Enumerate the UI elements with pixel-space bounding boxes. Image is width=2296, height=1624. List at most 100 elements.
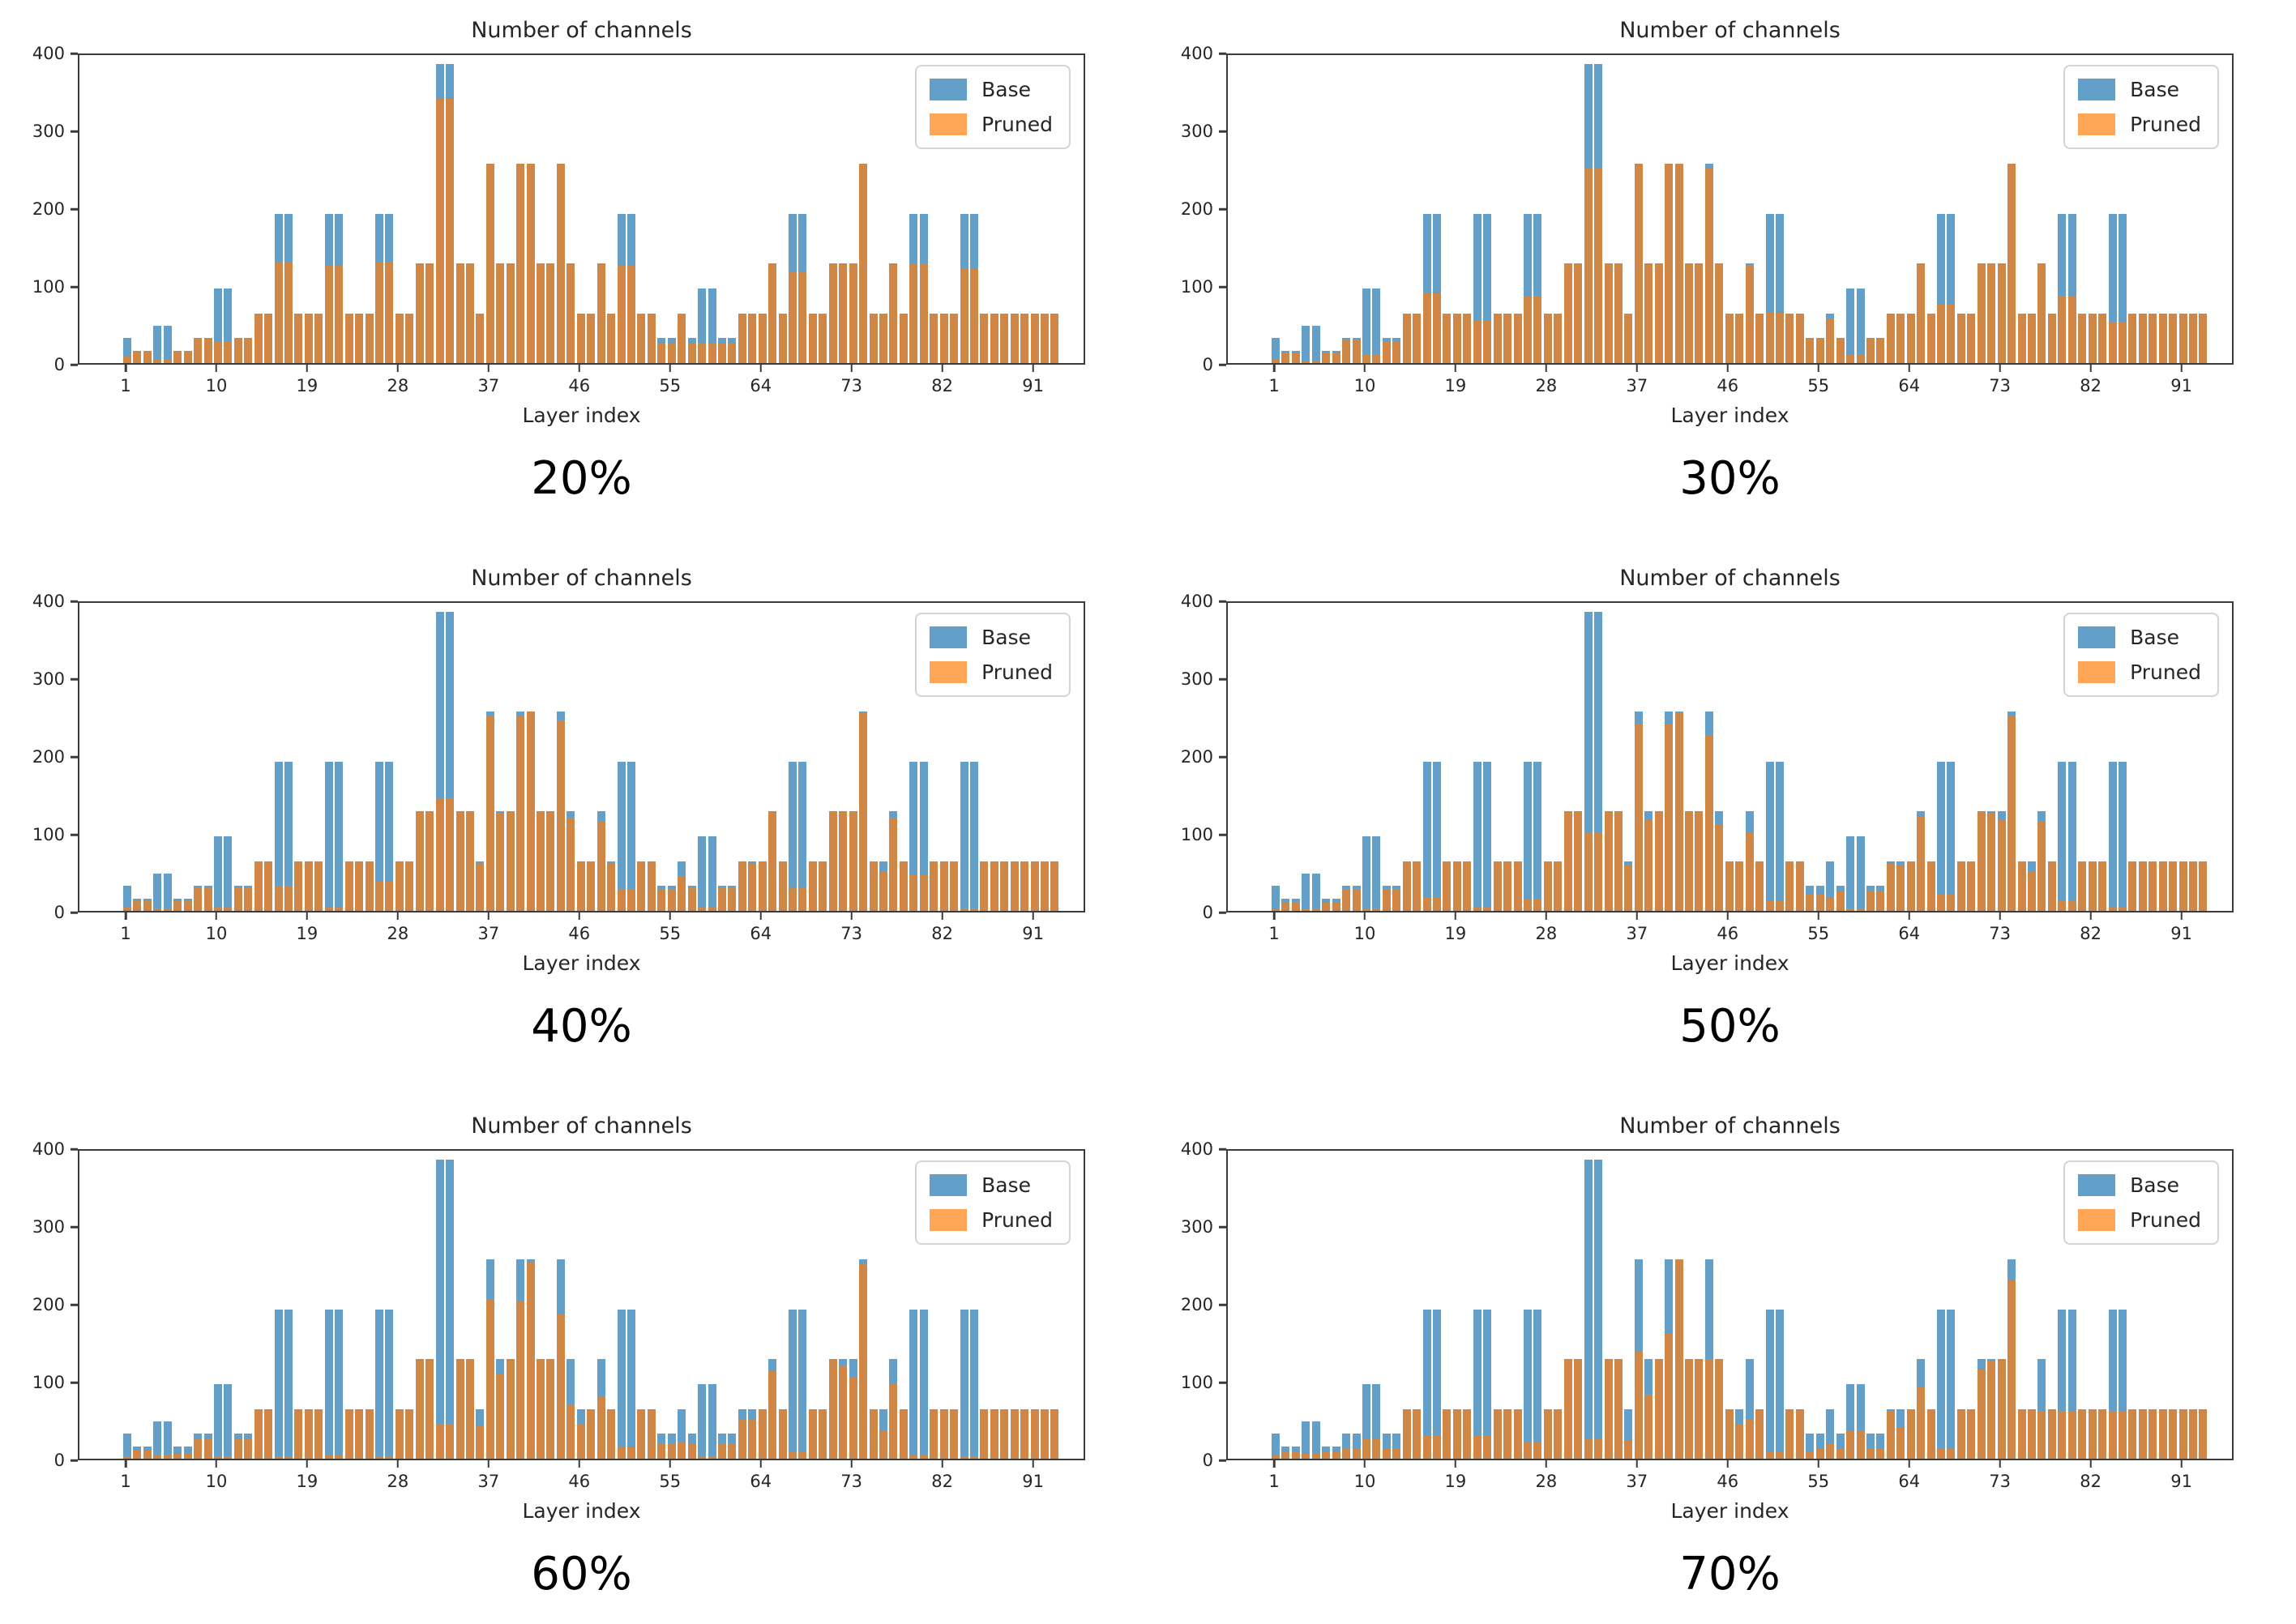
base-bar <box>153 873 162 911</box>
legend-swatch-pruned <box>2078 113 2116 135</box>
pruned-bar <box>1856 908 1865 911</box>
x-tick-mark <box>1545 365 1548 372</box>
x-tick-label: 28 <box>1535 376 1558 395</box>
pruned-bar <box>808 1408 817 1459</box>
pruned-bar <box>1041 1408 1050 1459</box>
pruned-bar <box>233 887 242 911</box>
base-bar <box>1533 213 1542 363</box>
pruned-bar <box>1977 1369 1986 1459</box>
x-tick-mark <box>1272 365 1276 372</box>
pruned-bar <box>708 907 716 911</box>
base-bar <box>1776 1309 1784 1459</box>
x-tick-label: 46 <box>1717 1472 1739 1491</box>
pruned-bar <box>1010 1408 1019 1459</box>
x-tick-label: 28 <box>387 924 409 943</box>
pruned-bar <box>1795 861 1804 911</box>
pruned-bar <box>698 1456 707 1459</box>
y-tick-mark <box>71 833 78 836</box>
pruned-bar <box>496 1374 505 1459</box>
base-bar <box>1272 1434 1280 1459</box>
pruned-bar <box>1543 861 1552 911</box>
pruned-bar <box>1272 359 1280 363</box>
pruned-bar <box>1806 893 1815 911</box>
pruned-bar <box>224 907 233 911</box>
pruned-bar <box>1020 861 1029 911</box>
legend-label: Pruned <box>981 660 1053 684</box>
x-tick-mark <box>759 912 762 920</box>
legend-swatch-base <box>2078 626 2116 648</box>
pruned-bar <box>1665 164 1674 363</box>
pruned-bar <box>1322 353 1331 363</box>
legend-label: Base <box>2130 1173 2180 1197</box>
pruned-bar <box>1866 891 1875 911</box>
pruned-bar <box>1604 1359 1613 1459</box>
pruned-bar <box>1433 1435 1442 1459</box>
x-tick-mark <box>487 365 490 372</box>
pruned-bar <box>1947 1449 1956 1459</box>
pruned-bar <box>1715 1359 1724 1459</box>
x-tick-mark <box>487 912 490 920</box>
base-bar <box>1836 1434 1845 1459</box>
pruned-bar <box>1614 811 1623 911</box>
pruned-bar <box>728 1442 737 1459</box>
pruned-bar <box>758 1410 767 1459</box>
pruned-bar <box>153 1455 162 1459</box>
pruned-bar <box>264 861 273 911</box>
x-tick-label: 10 <box>1353 1472 1376 1491</box>
pruned-bar <box>617 889 626 911</box>
base-bar <box>919 1309 928 1459</box>
x-tick-mark <box>1726 365 1729 372</box>
base-bar <box>224 1383 233 1459</box>
x-tick-label: 46 <box>568 1472 591 1491</box>
base-bar <box>1826 861 1835 911</box>
pruned-bar <box>1776 1452 1784 1459</box>
x-tick-mark <box>1726 912 1729 920</box>
x-tick-label: 91 <box>2170 376 2192 395</box>
y-tick-mark <box>71 363 78 366</box>
x-tick-label: 91 <box>2170 1472 2192 1491</box>
pruned-bar <box>385 1456 394 1459</box>
pruned-bar <box>1594 833 1603 911</box>
legend-swatch-base <box>2078 1174 2116 1196</box>
pruned-bar <box>183 350 192 363</box>
base-bar <box>969 1309 978 1459</box>
x-tick-mark <box>124 1460 127 1468</box>
pruned-bar <box>1041 313 1050 363</box>
pruned-bar <box>889 817 898 911</box>
legend-item: Pruned <box>2078 113 2201 136</box>
pruned-bar <box>627 1447 635 1459</box>
y-tick-mark <box>1219 363 1226 366</box>
base-bar <box>1937 761 1946 911</box>
base-bar <box>1594 1160 1603 1459</box>
pruned-bar <box>2078 861 2087 911</box>
bars-layer <box>1228 1151 2232 1459</box>
base-bar <box>1806 1434 1815 1459</box>
pruned-bar <box>1020 1408 1029 1459</box>
x-tick-label: 28 <box>387 1472 409 1491</box>
base-bar <box>2067 1309 2076 1459</box>
pruned-bar <box>768 1370 777 1459</box>
chart-title: Number of channels <box>1619 18 1841 43</box>
legend-item: Pruned <box>930 660 1053 684</box>
pruned-bar <box>637 861 646 911</box>
base-bar <box>1311 325 1320 363</box>
y-tick-label: 300 <box>1180 669 1213 689</box>
pruned-bar <box>657 889 666 911</box>
base-bar <box>2058 761 2067 911</box>
pruned-bar <box>425 1359 434 1459</box>
pruned-bar <box>194 1439 203 1459</box>
pruned-bar <box>516 1301 525 1459</box>
base-bar <box>1422 761 1431 911</box>
base-bar <box>2067 761 2076 911</box>
base-bar <box>1856 288 1865 363</box>
pruned-bar <box>990 861 998 911</box>
pruned-bar <box>284 886 293 911</box>
pruned-bar <box>930 1408 938 1459</box>
pruned-bar <box>1291 903 1300 911</box>
pruned-bar <box>1030 1408 1039 1459</box>
pruned-bar <box>496 814 505 911</box>
pruned-bar <box>657 1442 666 1459</box>
x-tick-mark <box>669 912 671 920</box>
pruned-bar <box>1422 1435 1431 1459</box>
x-tick-label: 64 <box>750 924 772 943</box>
